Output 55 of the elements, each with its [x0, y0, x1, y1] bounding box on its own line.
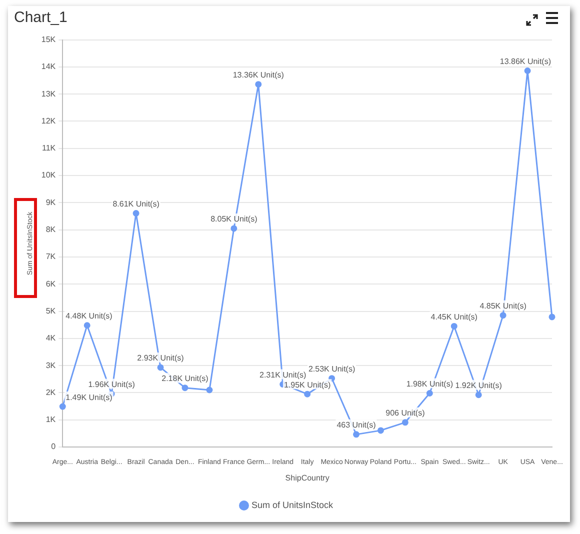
y-tick-label: 0 — [51, 442, 56, 452]
point — [426, 390, 433, 396]
point — [84, 322, 90, 329]
data-label: 4.85K Unit(s) — [480, 302, 527, 311]
point — [255, 81, 262, 88]
y-tick-label: 8K — [46, 225, 56, 234]
point — [182, 384, 188, 392]
point — [230, 225, 238, 232]
y-tick-label: 3K — [46, 360, 56, 370]
x-axis-title: ShipCountry — [285, 473, 330, 482]
data-label: 13.86K Unit(s) — [500, 56, 552, 66]
data-label: 2.53K Unit(s) — [308, 364, 356, 374]
y-tick-label: 5K — [46, 306, 56, 316]
data-label: 1.95K Unit(s) — [284, 380, 331, 390]
point — [59, 403, 66, 410]
chart-title: Chart_1 — [14, 9, 68, 26]
y-tick-label: 9K — [46, 198, 56, 207]
point — [500, 312, 506, 319]
y-tick-label: 13K — [41, 89, 56, 98]
y-tick-label: 10K — [41, 170, 56, 180]
data-label: 2.93K Unit(s) — [137, 354, 184, 363]
y-tick-label: 14K — [41, 62, 56, 72]
data-label: 2.18K Unit(s) — [162, 374, 209, 384]
data-label: 463 Unit(s) — [336, 420, 376, 430]
y-tick-label: 1K — [46, 415, 56, 424]
point — [524, 67, 531, 74]
y-tick-label: 7K — [46, 252, 56, 262]
data-label: 4.48K Unit(s) — [66, 312, 113, 321]
data-label: 1.49K Unit(s) — [66, 392, 113, 402]
point — [450, 322, 458, 330]
data-label: 2.31K Unit(s) — [260, 370, 307, 380]
point — [402, 419, 408, 426]
point — [475, 392, 482, 398]
point — [132, 210, 140, 217]
point — [157, 364, 164, 371]
y-tick-label: 15K — [41, 35, 56, 44]
data-label: 1.98K Unit(s) — [406, 379, 454, 388]
y-tick-label: 2K — [46, 388, 56, 397]
data-label: 8.05K Unit(s) — [210, 214, 258, 224]
data-label: 1.92K Unit(s) — [455, 381, 502, 390]
point — [548, 314, 556, 320]
point — [304, 390, 311, 398]
data-label: 906 Unit(s) — [386, 408, 426, 418]
data-label: 8.61K Unit(s) — [112, 199, 160, 208]
legend-label: Sum of UnitsInStock — [251, 500, 334, 510]
point — [377, 427, 384, 434]
y-tick-label: 12K — [41, 116, 56, 126]
data-label: 13.36K Unit(s) — [232, 70, 284, 80]
y-tick-label: 6K — [46, 279, 56, 288]
data-label: 1.96K Unit(s) — [88, 380, 136, 389]
y-tick-label: 11K — [42, 144, 56, 153]
y-tick-label: 4K — [46, 334, 56, 343]
point — [353, 431, 360, 438]
point — [206, 386, 213, 394]
data-label: 4.45K Unit(s) — [430, 312, 478, 322]
